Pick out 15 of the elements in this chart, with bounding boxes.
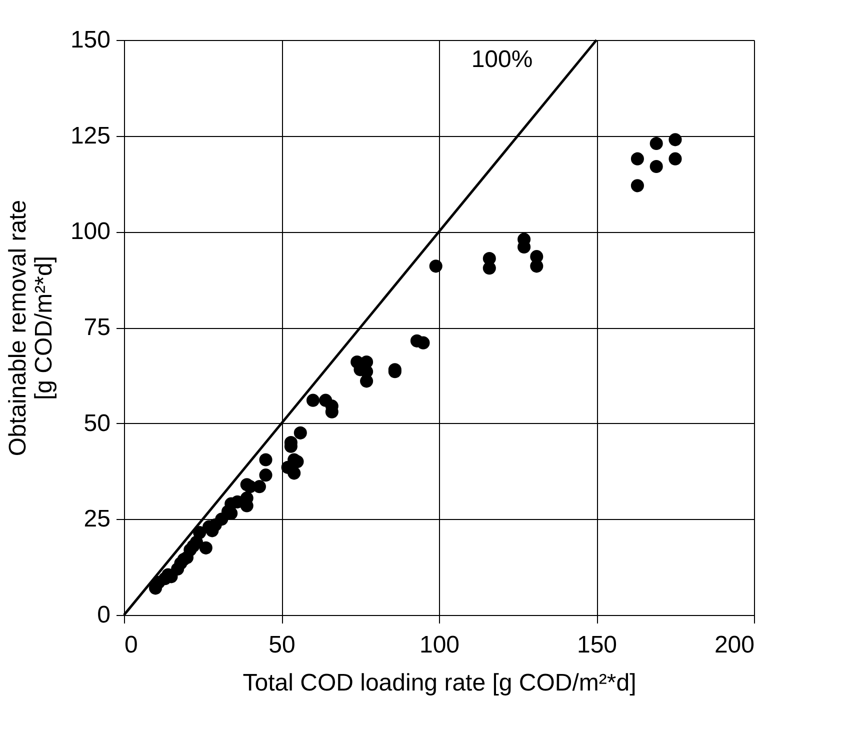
x-tick-label: 0 <box>124 632 138 658</box>
annotation: 100% <box>471 46 533 74</box>
x-axis-title: Total COD loading rate [g COD/m²*d] <box>242 670 636 696</box>
y-tick-label: 50 <box>84 410 110 437</box>
x-tick-label: 150 <box>576 632 618 658</box>
y-tick-label: 25 <box>84 506 110 533</box>
y-axis-title: Obtainable removal rate [g COD/m²*d] <box>4 200 58 456</box>
y-tick-label: 0 <box>97 602 110 628</box>
y-tick-label: 100 <box>70 218 110 246</box>
y-tick-label: 75 <box>84 314 110 341</box>
y-tick-label: 125 <box>70 122 110 150</box>
x-tick-label: 50 <box>268 632 296 658</box>
x-tick-label: 200 <box>714 632 754 658</box>
y-tick-label: 150 <box>70 26 110 54</box>
x-tick-label: 100 <box>419 632 460 658</box>
